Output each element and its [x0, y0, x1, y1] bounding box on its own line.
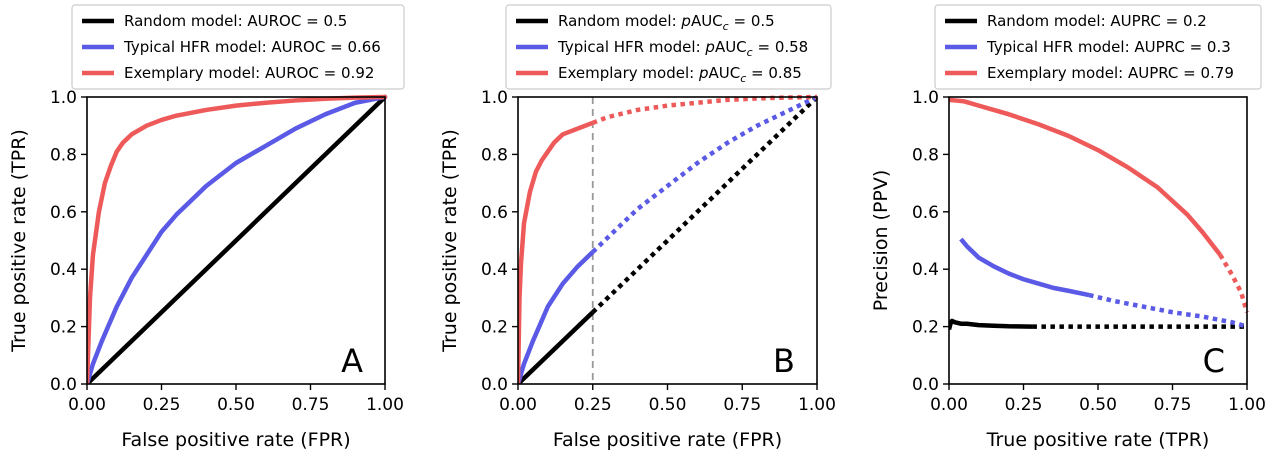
y-tick-label: 0.2 [481, 318, 508, 338]
series-line-random-solid [518, 310, 595, 384]
y-tick-label: 0.0 [912, 375, 939, 395]
chart-panel-c: 0.00 0.25 0.50 0.75 1.00 0.0 0.2 0.4 0.6 0.8 1.0 Tr… [870, 4, 1266, 451]
y-tick-label: 0.2 [50, 318, 77, 338]
y-tick-label: 0.0 [50, 375, 77, 395]
x-tick-label: 1.00 [1228, 395, 1266, 415]
series-line-exemplary [87, 94, 388, 384]
y-tick-label: 0.8 [50, 145, 77, 165]
x-axis-title: False positive rate (FPR) [553, 429, 782, 451]
plot-frame [948, 96, 1248, 385]
y-tick-label: 1.0 [481, 88, 508, 108]
legend-entry-typical: Typical HFR model: AUROC = 0.66 [123, 38, 381, 56]
legend-entry-exemplary: Exemplary model: AUPRC = 0.79 [987, 64, 1234, 82]
y-tick-label: 0.4 [50, 260, 77, 280]
legend-entry-typical: Typical HFR model: AUPRC = 0.3 [986, 38, 1231, 56]
legend-box [505, 4, 832, 90]
panel-label: A [341, 342, 363, 380]
y-axis-title: True positive rate (TPR) [439, 129, 461, 353]
series-line-random [87, 94, 388, 384]
x-tick-label: 1.00 [798, 395, 836, 415]
series-line-typical [87, 94, 388, 384]
y-tick-label: 1.0 [50, 88, 77, 108]
x-tick-label: 0.50 [649, 395, 687, 415]
panel-label: B [773, 342, 795, 380]
x-axis-title: False positive rate (FPR) [121, 429, 350, 451]
legend-box [934, 4, 1262, 90]
y-tick-label: 0.6 [50, 203, 77, 223]
series-line-typical-dotted [1088, 292, 1248, 329]
legend: Random model: AUROC = 0.5 Typical HFR mod… [71, 4, 405, 90]
x-tick-label: 0.25 [574, 395, 612, 415]
x-tick-label: 0.75 [292, 395, 330, 415]
x-tick-label: 0.00 [930, 395, 968, 415]
x-axis-title: True positive rate (TPR) [986, 429, 1210, 451]
legend-entry-random: Random model: AUROC = 0.5 [124, 12, 347, 30]
series-line-typical-dotted [591, 94, 818, 254]
legend-entry-typical: Typical HFR model: pAUCc = 0.58 [557, 38, 808, 59]
y-tick-label: 0.4 [912, 260, 939, 280]
y-tick-label: 0.6 [912, 203, 939, 223]
y-tick-label: 0.0 [481, 375, 508, 395]
series-line-typical-solid [959, 237, 1090, 298]
x-tick-label: 0.75 [723, 395, 761, 415]
legend: Random model: AUPRC = 0.2 Typical HFR mod… [934, 4, 1262, 90]
x-tick-label: 0.75 [1154, 395, 1192, 415]
series-line-typical-solid [518, 250, 595, 384]
panel-label: C [1203, 342, 1225, 380]
x-tick-label: 1.00 [366, 395, 404, 415]
chart-panel-a: 0.00 0.25 0.50 0.75 1.00 0.0 0.2 0.4 0.6 0.8 1.0 Fa… [8, 4, 405, 451]
y-tick-label: 0.4 [481, 260, 508, 280]
y-tick-label: 1.0 [912, 88, 939, 108]
y-tick-label: 0.8 [481, 145, 508, 165]
series-line-exemplary-solid [518, 120, 594, 384]
x-tick-label: 0.50 [1079, 395, 1117, 415]
y-tick-label: 0.6 [481, 203, 508, 223]
legend: Random model: pAUCc = 0.5 Typical HFR mod… [505, 4, 832, 90]
x-tick-label: 0.25 [1005, 395, 1043, 415]
series-line-exemplary-dotted [591, 94, 818, 125]
legend-box [71, 4, 405, 90]
x-tick-label: 0.00 [68, 395, 106, 415]
x-tick-label: 0.50 [217, 395, 255, 415]
legend-entry-random: Random model: pAUCc = 0.5 [558, 12, 775, 33]
legend-entry-exemplary: Exemplary model: AUROC = 0.92 [124, 64, 374, 82]
series-line-exemplary-dotted [1218, 253, 1250, 313]
x-tick-label: 0.25 [143, 395, 181, 415]
legend-entry-exemplary: Exemplary model: pAUCc = 0.85 [558, 64, 802, 85]
x-tick-label: 0.00 [499, 395, 537, 415]
y-axis-title: True positive rate (TPR) [8, 129, 30, 353]
series-line-exemplary-solid [949, 97, 1222, 257]
legend-entry-random: Random model: AUPRC = 0.2 [987, 12, 1207, 30]
series-line-random-solid [949, 318, 1033, 331]
y-axis-title: Precision (PPV) [870, 170, 892, 312]
series-line-random-dotted [591, 95, 819, 314]
y-tick-label: 0.2 [912, 318, 939, 338]
chart-panel-b: 0.00 0.25 0.50 0.75 1.00 0.0 0.2 0.4 0.6 0.8 1.0 Fa… [439, 4, 836, 451]
y-tick-label: 0.8 [912, 145, 939, 165]
